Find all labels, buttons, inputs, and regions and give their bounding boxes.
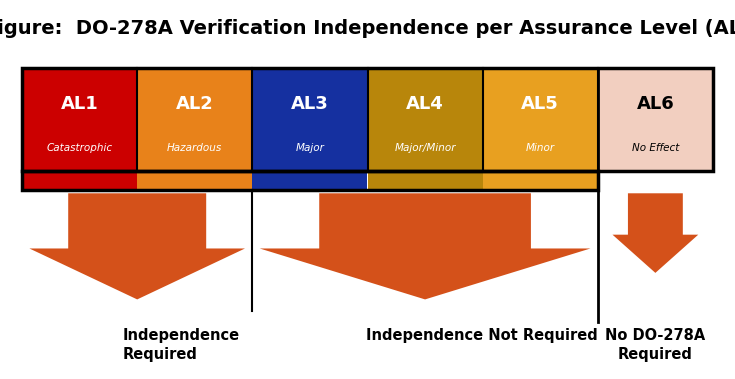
Polygon shape — [29, 193, 245, 299]
Text: No Effect: No Effect — [631, 143, 679, 153]
Text: AL4: AL4 — [406, 95, 444, 113]
Text: Required: Required — [618, 347, 693, 362]
Text: AL6: AL6 — [637, 95, 674, 113]
Bar — [22, 68, 713, 171]
Bar — [137, 171, 252, 190]
Text: AL5: AL5 — [521, 95, 559, 113]
Bar — [252, 68, 368, 171]
Bar — [368, 68, 483, 171]
Text: Figure:  DO-278A Verification Independence per Assurance Level (AL): Figure: DO-278A Verification Independenc… — [0, 19, 735, 38]
Text: No DO-278A: No DO-278A — [605, 328, 706, 343]
Bar — [22, 68, 137, 171]
Bar — [22, 171, 598, 190]
Text: Minor: Minor — [526, 143, 555, 153]
Bar — [22, 171, 137, 190]
Polygon shape — [612, 193, 698, 273]
Text: Required: Required — [123, 347, 198, 362]
Text: Independence Not Required: Independence Not Required — [366, 328, 598, 343]
Text: Major: Major — [295, 143, 324, 153]
Bar — [252, 171, 368, 190]
Bar — [137, 68, 252, 171]
Text: AL3: AL3 — [291, 95, 329, 113]
Text: AL2: AL2 — [176, 95, 214, 113]
Text: Catastrophic: Catastrophic — [46, 143, 112, 153]
Text: Independence: Independence — [123, 328, 240, 343]
Polygon shape — [259, 193, 590, 299]
Text: Hazardous: Hazardous — [167, 143, 223, 153]
Text: Major/Minor: Major/Minor — [394, 143, 456, 153]
Bar — [483, 171, 598, 190]
Text: AL1: AL1 — [61, 95, 98, 113]
Bar — [483, 68, 598, 171]
Bar — [598, 68, 713, 171]
Bar — [368, 171, 483, 190]
